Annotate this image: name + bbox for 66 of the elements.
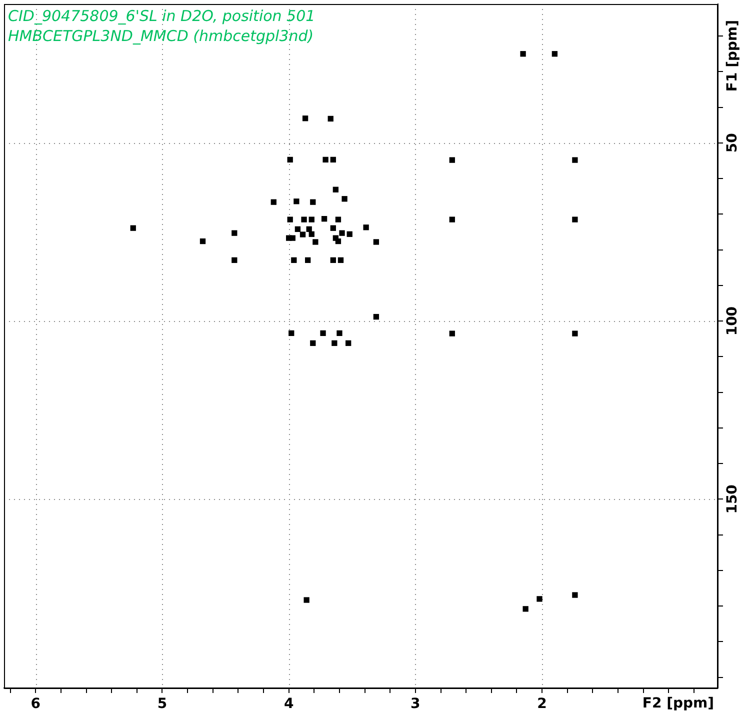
- x-tick-label: 3: [410, 696, 420, 712]
- point: [320, 330, 326, 336]
- y-tick-label: 100: [724, 306, 741, 336]
- point: [328, 116, 334, 122]
- point: [287, 156, 293, 163]
- point: [308, 231, 314, 237]
- text: HMBCETGPL3ND_MMCD (hmbcetgpl3nd): [8, 27, 314, 45]
- point: [291, 257, 297, 263]
- point: [321, 216, 328, 222]
- point: [363, 224, 369, 230]
- point: [306, 226, 312, 232]
- y-axis-title: F1 [ppm]: [724, 20, 741, 92]
- point: [520, 51, 526, 57]
- y-tick-label: 50: [724, 132, 741, 153]
- x-tick-label: 4: [284, 696, 294, 712]
- point: [339, 230, 345, 236]
- point: [536, 596, 542, 602]
- point: [449, 157, 455, 163]
- point: [346, 340, 352, 346]
- point: [310, 340, 316, 346]
- x-axis-title: F2 [ppm]: [642, 696, 714, 712]
- point: [335, 238, 342, 244]
- point: [449, 330, 455, 336]
- point: [338, 257, 344, 263]
- point: [572, 216, 578, 222]
- point: [330, 257, 336, 263]
- point: [300, 232, 306, 238]
- point: [294, 198, 300, 204]
- x-tick-label: 6: [30, 696, 41, 712]
- point: [373, 314, 380, 320]
- point: [200, 238, 206, 244]
- point: [572, 330, 578, 336]
- point: [346, 231, 352, 237]
- point: [335, 216, 342, 222]
- point: [572, 592, 578, 598]
- point: [232, 230, 238, 236]
- point: [330, 225, 336, 231]
- point: [332, 340, 338, 346]
- point: [294, 226, 301, 232]
- point: [232, 257, 238, 263]
- point: [288, 330, 294, 336]
- x-tick-label: 2: [537, 696, 547, 712]
- point: [373, 239, 380, 245]
- point: [286, 235, 292, 241]
- point: [308, 216, 314, 222]
- point: [552, 51, 558, 57]
- point: [342, 196, 348, 202]
- point: [287, 216, 293, 222]
- point: [332, 186, 339, 192]
- point: [270, 199, 276, 205]
- point: [310, 199, 316, 205]
- point: [322, 156, 328, 163]
- point: [304, 597, 310, 603]
- point: [130, 225, 136, 231]
- point: [330, 156, 336, 163]
- point: [336, 330, 342, 336]
- point: [449, 216, 455, 222]
- point: [522, 606, 528, 612]
- point: [305, 257, 311, 263]
- point: [312, 239, 318, 245]
- point: [572, 157, 578, 163]
- y-tick-label: 150: [724, 484, 741, 514]
- point: [302, 116, 308, 122]
- x-tick-label: 5: [157, 696, 168, 712]
- chart-title: CID_90475809_6'SL in D2O, position 501: [8, 7, 316, 25]
- point: [301, 216, 307, 222]
